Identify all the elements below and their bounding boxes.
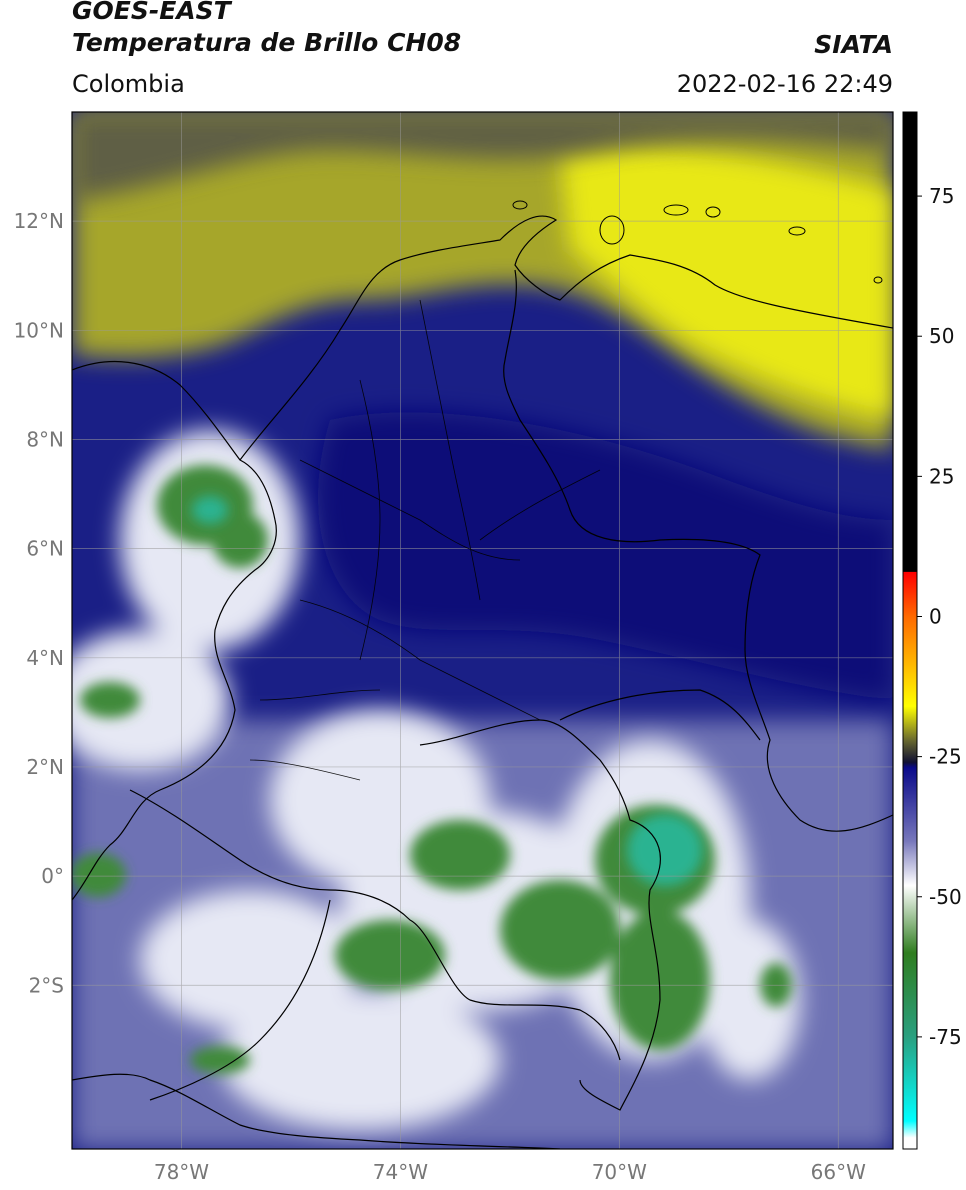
- region-label: Colombia: [72, 70, 185, 98]
- colorbar-tick-label: 50: [929, 324, 954, 348]
- colorbar-tick-label: 25: [929, 464, 954, 488]
- satellite-name: GOES-EAST: [72, 0, 231, 25]
- colorbar-tick-label: -75: [929, 1025, 962, 1049]
- source-label: SIATA: [814, 30, 893, 59]
- datetime-label: 2022-02-16 22:49: [676, 70, 893, 98]
- lon-tick-label: 74°W: [373, 1160, 428, 1184]
- lat-tick-label: 10°N: [14, 318, 64, 342]
- colorbar-tick-label: 75: [929, 184, 954, 208]
- lon-tick-label: 70°W: [592, 1160, 647, 1184]
- colorbar-tick-label: -25: [929, 745, 962, 769]
- longitude-ticks: 78°W 74°W 70°W 66°W: [154, 1160, 866, 1184]
- colorbar: 75 50 25 0 -25 -50 -75: [902, 111, 962, 1150]
- lat-tick-label: 2°S: [29, 973, 64, 997]
- imagery-layer: [72, 112, 893, 1149]
- lat-tick-label: 12°N: [14, 209, 64, 233]
- lat-tick-label: 0°: [41, 864, 64, 888]
- colorbar-tick-label: -50: [929, 885, 962, 909]
- graticule: [72, 112, 893, 1149]
- lon-tick-label: 78°W: [154, 1160, 209, 1184]
- map-frame: [71, 111, 894, 1150]
- lat-tick-label: 6°N: [26, 537, 64, 561]
- boundaries: [72, 215, 893, 1149]
- lat-tick-label: 4°N: [26, 646, 64, 670]
- lon-tick-label: 66°W: [811, 1160, 866, 1184]
- product-title: Temperatura de Brillo CH08: [72, 28, 462, 57]
- latitude-ticks: 12°N 10°N 8°N 6°N 4°N 2°N 0° 2°S: [14, 209, 64, 997]
- lat-tick-label: 8°N: [26, 427, 64, 451]
- lat-tick-label: 2°N: [26, 755, 64, 779]
- colorbar-tick-label: 0: [929, 604, 942, 628]
